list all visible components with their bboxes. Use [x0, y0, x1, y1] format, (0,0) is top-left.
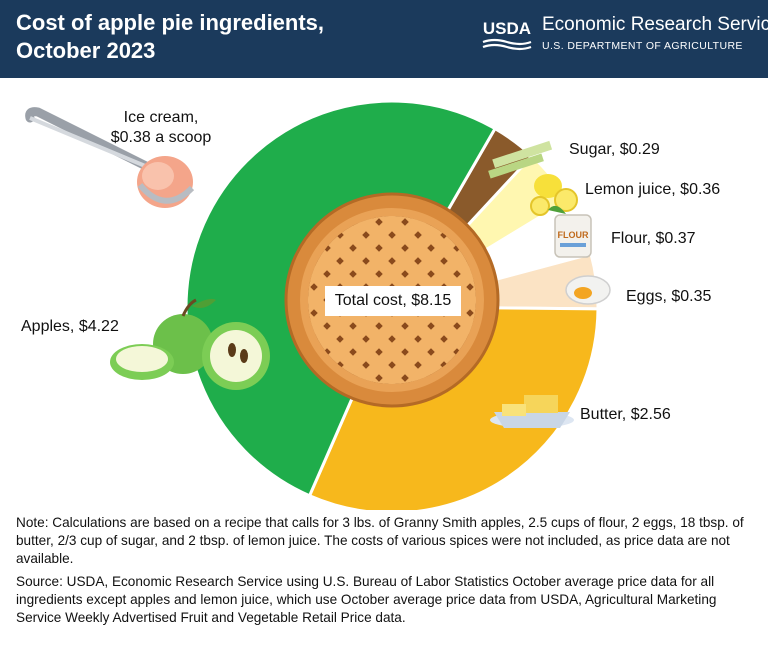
org-name: Economic Research Service	[542, 14, 768, 35]
label-butter: Butter, $2.56	[580, 406, 671, 423]
label-eggs: Eggs, $0.35	[626, 288, 712, 305]
chart-title: Cost of apple pie ingredients, October 2…	[16, 10, 325, 63]
usda-logo: USDA	[482, 19, 532, 51]
label-flour: Flour, $0.37	[611, 230, 696, 247]
header-bar: Cost of apple pie ingredients, October 2…	[0, 0, 768, 78]
apples-illustration	[110, 298, 270, 390]
usda-logo-text: USDA	[483, 19, 531, 38]
lemon-illustration	[530, 174, 578, 216]
notes-section: Note: Calculations are based on a recipe…	[16, 514, 756, 632]
label-apples: Apples, $4.22	[21, 318, 119, 335]
flour-illustration: FLOUR	[554, 214, 592, 258]
source-text: Source: USDA, Economic Research Service …	[16, 574, 717, 625]
label-sugar: Sugar, $0.29	[569, 141, 660, 158]
butter-illustration	[490, 395, 574, 428]
eggs-illustration	[565, 275, 611, 305]
total-cost-label: Total cost, $8.15	[325, 286, 461, 316]
sugar-illustration	[488, 140, 553, 179]
ice-cream-illustration	[25, 107, 195, 208]
svg-text:FLOUR: FLOUR	[558, 230, 589, 240]
note-text: Note: Calculations are based on a recipe…	[16, 515, 744, 566]
label-lemon-juice: Lemon juice, $0.36	[585, 181, 721, 198]
label-ice-cream: Ice cream, $0.38 a scoop	[110, 109, 212, 146]
org-dept: U.S. DEPARTMENT OF AGRICULTURE	[542, 40, 743, 52]
